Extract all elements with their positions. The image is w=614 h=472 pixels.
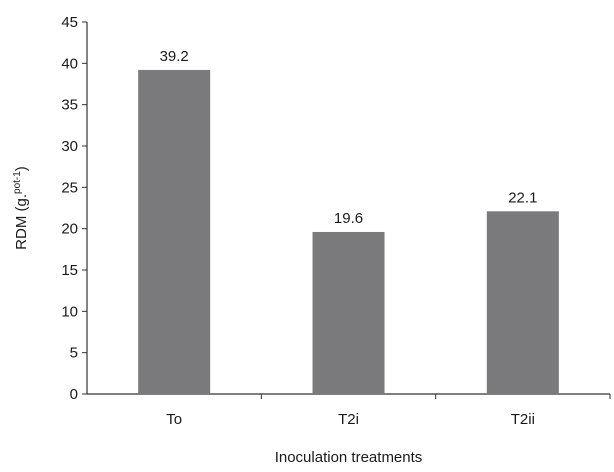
- data-label: 39.2: [160, 48, 189, 65]
- y-tick-label: 30: [61, 138, 78, 155]
- x-axis-ticks: To T2i T2ii: [166, 394, 610, 428]
- y-tick-label: 35: [61, 97, 78, 114]
- y-tick-label: 10: [61, 303, 78, 320]
- y-axis-title: RDM (g.pot-1): [12, 166, 30, 250]
- data-labels: 39.2 19.6 22.1: [160, 48, 538, 227]
- x-tick-label: To: [166, 411, 182, 428]
- x-axis-title: Inoculation treatments: [275, 449, 423, 466]
- bar: [487, 211, 559, 394]
- y-axis-title-close: ): [13, 166, 30, 171]
- bar: [138, 70, 210, 394]
- bar: [313, 232, 385, 394]
- y-tick-label: 25: [61, 179, 78, 196]
- data-label: 22.1: [508, 189, 537, 206]
- y-axis-title-superscript: pot-1: [12, 171, 23, 194]
- y-tick-label: 0: [70, 386, 78, 403]
- x-tick-label: T2i: [338, 411, 359, 428]
- y-tick-label: 45: [61, 14, 78, 31]
- bars: [138, 70, 559, 394]
- y-tick-label: 15: [61, 262, 78, 279]
- y-axis-title-main: RDM (g.: [13, 194, 30, 250]
- y-tick-label: 5: [70, 345, 78, 362]
- y-axis-ticks: 0 5 10 15 20 25 30 35 40 45: [61, 14, 87, 403]
- y-tick-label: 40: [61, 55, 78, 72]
- data-label: 19.6: [334, 210, 363, 227]
- y-tick-label: 20: [61, 221, 78, 238]
- x-tick-label: T2ii: [511, 411, 535, 428]
